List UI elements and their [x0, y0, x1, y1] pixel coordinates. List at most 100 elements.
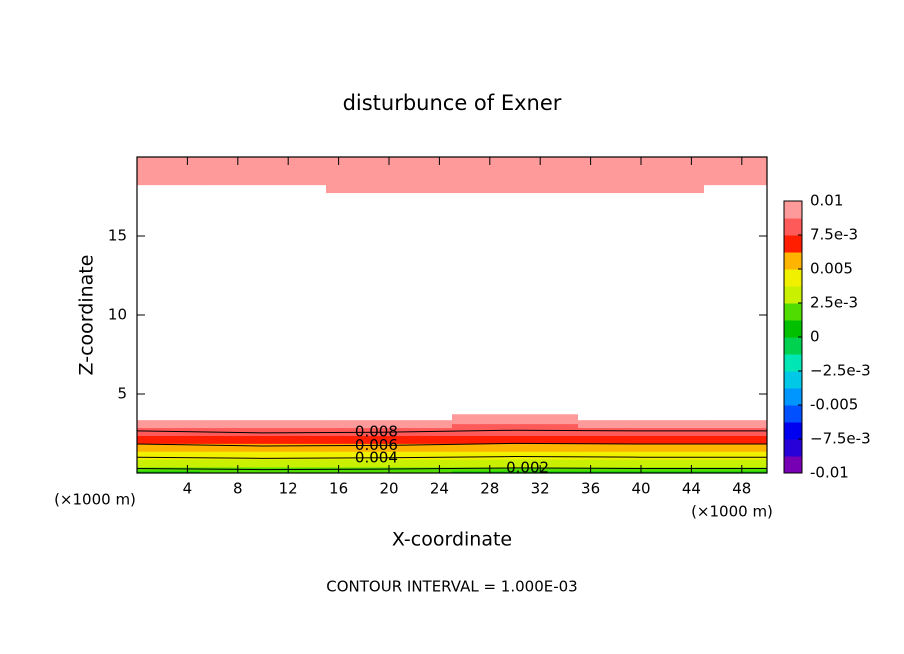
field-cell	[578, 459, 705, 464]
field-cell	[578, 259, 705, 363]
field-cell	[137, 443, 201, 448]
colorbar-swatch	[784, 388, 802, 406]
x-unit-label: (×1000 m)	[54, 491, 136, 509]
field-cell	[200, 157, 327, 162]
field-cell	[704, 423, 768, 429]
colorbar-swatch	[784, 422, 802, 440]
field-cell	[578, 427, 705, 433]
colorbar-label: -0.01	[810, 464, 849, 482]
field-cell	[200, 160, 327, 170]
contour-line	[136, 456, 767, 459]
y-tick-label: 10	[108, 306, 127, 324]
field-cell	[578, 423, 705, 429]
colorbar-swatch	[784, 354, 802, 372]
field-cell	[326, 459, 453, 464]
field-cell	[578, 447, 705, 452]
field-cell	[452, 447, 579, 452]
field-cell	[704, 259, 768, 363]
contour-label: 0.006	[355, 436, 398, 454]
field-cell	[137, 176, 201, 186]
field-cell	[200, 184, 327, 194]
y-tick-label: 15	[108, 227, 127, 245]
colorbar-swatch	[784, 201, 802, 219]
field-cell	[452, 362, 579, 415]
y-axis-label: Z-coordinate	[76, 255, 98, 376]
field-cell	[326, 423, 453, 429]
field-cell	[578, 451, 705, 456]
field-cell	[326, 168, 453, 178]
field-cell	[578, 184, 705, 194]
field-cell	[452, 176, 579, 186]
field-cell	[452, 455, 579, 460]
field-cell	[578, 168, 705, 178]
field-cell	[326, 435, 453, 440]
colorbar-swatch	[784, 337, 802, 355]
field-cell	[704, 419, 768, 425]
field-cell	[452, 459, 579, 464]
field-cell	[704, 431, 768, 436]
field-cell	[137, 192, 201, 201]
field-cell	[326, 192, 453, 201]
field-cell	[200, 435, 327, 440]
field-cell	[452, 467, 579, 472]
colorbar-label: 7.5e-3	[810, 226, 858, 244]
field-cell	[704, 160, 768, 170]
x-unit-label: (×1000 m)	[691, 503, 773, 521]
field	[137, 157, 768, 474]
colorbar-swatch	[784, 371, 802, 389]
field-cell	[326, 447, 453, 452]
field-cell	[704, 463, 768, 468]
field-cell	[200, 168, 327, 178]
field-cell	[200, 259, 327, 363]
field-cell	[452, 439, 579, 444]
field-cell	[326, 431, 453, 436]
field-cell	[326, 259, 453, 363]
field-cell	[200, 413, 327, 421]
field-cell	[137, 184, 201, 194]
field-cell	[137, 423, 201, 429]
x-tick-label: 16	[329, 480, 348, 498]
field-cell	[704, 451, 768, 456]
field-cell	[704, 157, 768, 162]
contour-line	[136, 467, 767, 471]
field-cell	[200, 419, 327, 425]
field-cell	[578, 443, 705, 448]
field-cell	[326, 439, 453, 444]
field-cell	[704, 439, 768, 444]
field-cell	[704, 362, 768, 415]
field-cell	[326, 451, 453, 456]
colorbar-swatch	[784, 269, 802, 287]
field-cell	[452, 451, 579, 456]
colorbar-swatch	[784, 235, 802, 253]
field-cell	[452, 160, 579, 170]
x-tick-label: 20	[379, 480, 398, 498]
field-cell	[578, 160, 705, 170]
field-cell	[200, 423, 327, 429]
field-cell	[704, 176, 768, 186]
field-cell	[200, 362, 327, 415]
contour-label: 0.004	[355, 448, 398, 466]
field-cell	[326, 184, 453, 194]
field-cell	[452, 419, 579, 425]
field-cell	[452, 413, 579, 421]
colorbar-label: 0.01	[810, 192, 843, 210]
colorbar-label: 0	[810, 328, 820, 346]
field-cell	[704, 427, 768, 433]
field-cell	[200, 192, 327, 201]
field-cell	[200, 431, 327, 436]
field-cell	[137, 435, 201, 440]
field-cell	[137, 439, 201, 444]
field-cell	[704, 413, 768, 421]
colorbar-swatch	[784, 218, 802, 236]
field-cell	[200, 200, 327, 261]
colorbar-label: -0.005	[810, 396, 858, 414]
field-cell	[200, 447, 327, 452]
contour-label: 0.008	[355, 423, 398, 441]
field-cell	[137, 168, 201, 178]
field-cell	[452, 157, 579, 162]
field-cell	[452, 463, 579, 468]
field-cell	[137, 362, 201, 415]
field-cell	[452, 443, 579, 448]
field-cell	[704, 443, 768, 448]
